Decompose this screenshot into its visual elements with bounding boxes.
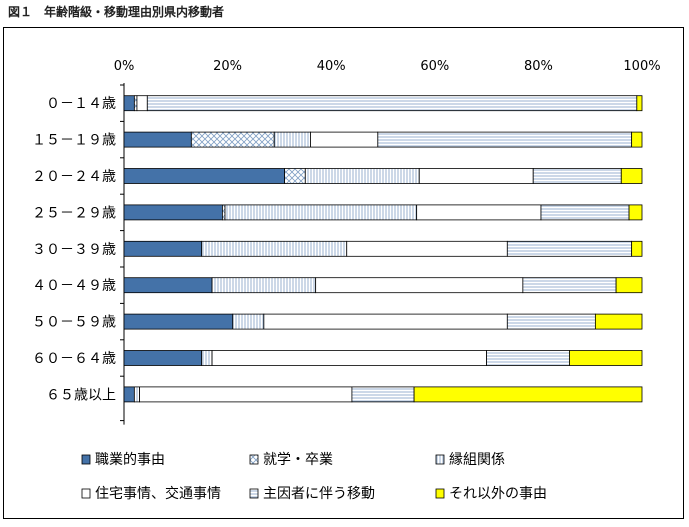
legend-swatch <box>81 454 91 465</box>
x-tick-label: 80% <box>524 59 553 74</box>
legend-label: 就学・卒業 <box>263 452 333 468</box>
bar-segment <box>123 386 135 403</box>
category-label: ６０－６４歳 <box>32 351 116 367</box>
figure-title: 図１ 年齢階級・移動理由別県内移動者 <box>8 5 225 19</box>
bar-segment <box>413 386 643 403</box>
legend-label: 縁組関係 <box>449 452 505 468</box>
category-label: ０－１４歳 <box>46 96 116 112</box>
bar-segment <box>304 168 420 184</box>
bar-segment <box>416 204 542 221</box>
bar-segment <box>620 168 643 184</box>
bar-segment <box>123 204 223 221</box>
x-tick-label: 100% <box>623 59 660 74</box>
category-label: １５－１９歳 <box>32 133 116 149</box>
bar-segment <box>636 95 643 112</box>
bar-segment <box>123 350 203 366</box>
bar-segment <box>506 313 596 330</box>
chart-frame: 0% 20% 40% 60% 80% 100% ０－１４歳 １５－１９歳 ２０－２４歳 ２５－２９… <box>3 27 684 519</box>
category-label: ４０－４９歳 <box>32 278 116 294</box>
x-tick-label: 20% <box>213 59 242 74</box>
legend-label: 住宅事情、交通事情 <box>95 485 221 502</box>
legend-swatch <box>249 488 259 499</box>
bar-segment <box>224 204 418 221</box>
bar-segment <box>532 168 622 184</box>
bar-segment <box>146 95 638 112</box>
bar-segment <box>123 95 135 112</box>
bar-segment <box>201 350 213 366</box>
legend-label: それ以外の事由 <box>449 486 547 502</box>
category-label: ６５歳以上 <box>46 387 116 403</box>
bar-segment <box>211 277 317 294</box>
bar-segment <box>139 386 353 403</box>
bar-segment <box>346 240 508 257</box>
bar-segment <box>418 168 534 184</box>
legend-label: 職業的事由 <box>95 452 165 468</box>
bar-segment <box>136 95 148 112</box>
bar-segment <box>631 131 643 148</box>
bar-segment <box>506 240 633 257</box>
bar-segment <box>351 386 415 403</box>
bar-segment <box>190 131 275 148</box>
bar-segment <box>123 240 203 257</box>
category-label: ２５－２９歳 <box>32 205 116 221</box>
bar-segment <box>123 131 192 148</box>
bar-segment <box>310 131 379 148</box>
bar-segment <box>211 350 488 366</box>
bar-segment <box>569 350 643 366</box>
legend-swatch <box>435 488 445 499</box>
category-label: ２０－２４歳 <box>32 169 116 185</box>
category-label: ３０－３９歳 <box>32 242 116 258</box>
bar-segment <box>123 168 285 184</box>
category-label: ５０－５９歳 <box>32 315 116 331</box>
bar-segment <box>522 277 617 294</box>
legend-swatch <box>249 454 259 465</box>
bar-segment <box>232 313 265 330</box>
x-tick-label: 60% <box>420 59 449 74</box>
stacked-bar-chart: 0% 20% 40% 60% 80% 100% ０－１４歳 １５－１９歳 ２０－２４歳 ２５－２９… <box>32 59 661 502</box>
bar-segment <box>540 204 630 221</box>
bar-segment <box>631 240 643 257</box>
bar-segment <box>594 313 643 330</box>
x-tick-label: 0% <box>114 59 135 74</box>
bar-segment <box>201 240 348 257</box>
bar-segment <box>615 277 643 294</box>
bar-segment <box>133 386 140 403</box>
bar-segment <box>486 350 570 366</box>
x-tick-label: 40% <box>317 59 346 74</box>
legend-swatch <box>81 488 91 499</box>
legend-label: 主因者に伴う移動 <box>263 486 375 502</box>
bar-segment <box>284 168 306 184</box>
legend-swatch <box>435 454 445 465</box>
bar-segment <box>123 277 213 294</box>
bar-segment <box>315 277 524 294</box>
bar-segment <box>273 131 311 148</box>
bar-segment <box>123 313 234 330</box>
bar-segment <box>263 313 508 330</box>
bar-segment <box>628 204 643 221</box>
bar-segment <box>377 131 633 148</box>
